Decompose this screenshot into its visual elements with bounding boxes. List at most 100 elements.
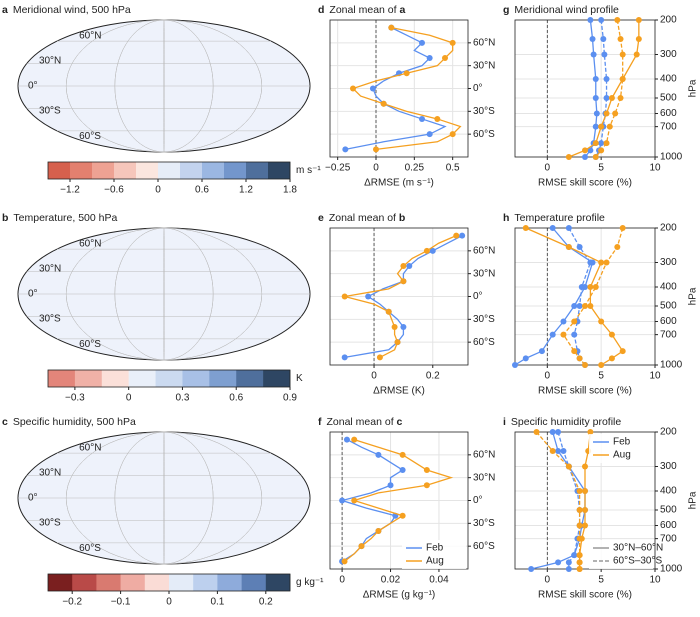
colorbar-tick-label: −0.1: [111, 597, 131, 608]
marker: [619, 225, 626, 231]
colorbar-tick-label: 0.3: [175, 393, 189, 404]
marker: [403, 70, 410, 77]
marker: [522, 225, 529, 231]
panel-title: b Temperature, 500 hPa: [2, 212, 117, 224]
y-tick-label: 0°: [473, 291, 483, 302]
colorbar-segment: [169, 574, 194, 591]
colorbar-segment: [236, 370, 264, 387]
marker: [459, 232, 466, 239]
panel-ref: b: [399, 212, 405, 224]
marker: [606, 123, 613, 130]
y-tick-label: 500: [660, 301, 677, 312]
marker: [619, 76, 626, 83]
colorbar-segment: [217, 574, 242, 591]
panel-title: g Meridional wind profile: [503, 4, 619, 16]
marker: [400, 263, 407, 270]
colorbar-tick-label: −0.3: [65, 393, 85, 404]
colorbar-segment: [128, 370, 156, 387]
graticule: [65, 431, 263, 565]
marker: [576, 488, 583, 495]
colorbar-segment: [246, 162, 269, 179]
y-tick-label: 30°S: [473, 314, 495, 325]
series-line: [595, 19, 608, 158]
panel-text: Meridional wind, 500 hPa: [13, 4, 131, 16]
marker: [426, 131, 433, 138]
marker: [380, 100, 387, 107]
x-tick-label: 5: [598, 163, 604, 174]
x-tick-label: 5: [598, 575, 604, 586]
marker: [571, 302, 578, 309]
marker: [565, 463, 572, 470]
x-tick-label: 10: [649, 575, 661, 586]
plot-frame: [514, 19, 656, 158]
panel-text: Zonal mean of: [327, 416, 397, 428]
marker: [565, 225, 572, 231]
plot-frame: [329, 19, 469, 158]
panel-title: c Specific humidity, 500 hPa: [2, 416, 136, 428]
marker: [603, 94, 610, 101]
colorbar-tick-label: 0.6: [195, 185, 209, 196]
y-tick-label: 30°N: [473, 268, 495, 279]
marker: [633, 51, 640, 58]
marker: [549, 447, 556, 454]
legend-label: Feb: [613, 437, 631, 448]
panel-text: Zonal mean of: [329, 4, 399, 16]
marker: [619, 51, 626, 58]
marker: [603, 110, 610, 117]
plot-frame: [514, 227, 656, 366]
marker: [442, 55, 448, 62]
colorbar-tick-label: 0: [126, 393, 132, 404]
colorbar-segment: [202, 162, 225, 179]
panel-text: Temperature profile: [514, 212, 605, 224]
y-tick-label: 60°S: [473, 337, 495, 348]
x-tick-label: 0: [545, 575, 551, 586]
series-line: [557, 431, 581, 569]
lat-label: 30°S: [39, 106, 61, 117]
marker: [555, 447, 562, 454]
marker: [592, 76, 599, 83]
marker: [565, 243, 572, 250]
marker: [617, 35, 624, 42]
colorbar-tick-label: 0.6: [229, 393, 243, 404]
lat-label: 0°: [28, 493, 38, 504]
colorbar-segment: [265, 574, 291, 591]
marker: [399, 512, 406, 519]
panel-text: Zonal mean of: [329, 212, 399, 224]
marker: [560, 447, 567, 454]
legend-box: [589, 540, 653, 569]
colorbar-segment: [263, 370, 291, 387]
marker: [582, 154, 588, 160]
colorbar-tick-label: 0.2: [259, 597, 273, 608]
plot-frame: [329, 431, 469, 570]
marker: [600, 35, 607, 42]
colorbar-segment: [114, 162, 137, 179]
panel-letter: b: [2, 212, 8, 224]
marker: [603, 76, 610, 83]
marker: [582, 506, 588, 513]
marker: [419, 39, 425, 46]
panel-letter: i: [503, 416, 506, 428]
marker: [375, 451, 382, 458]
legend-box: [402, 540, 466, 569]
series-line: [525, 227, 624, 366]
plot-frame: [514, 431, 656, 570]
panel-title: i Specific humidity profile: [503, 416, 621, 428]
marker: [571, 318, 578, 325]
panel-title: f Zonal mean of c: [318, 416, 403, 428]
colorbar-segment: [92, 162, 115, 179]
x-tick-label: 10: [649, 163, 661, 174]
marker: [576, 302, 583, 309]
marker: [565, 559, 572, 566]
x-tick-label: 0.02: [381, 575, 401, 586]
y-tick-label: 400: [660, 282, 677, 293]
marker: [449, 131, 456, 138]
marker: [571, 331, 578, 338]
y-tick-label: 600: [660, 108, 677, 119]
marker: [449, 39, 456, 46]
lat-label: 30°S: [39, 314, 61, 325]
x-tick-label: 0.5: [446, 163, 460, 174]
graticule: [65, 227, 263, 361]
panel-ref: c: [397, 416, 403, 428]
y-tick-label: 30°N: [473, 472, 495, 483]
marker: [339, 497, 346, 504]
